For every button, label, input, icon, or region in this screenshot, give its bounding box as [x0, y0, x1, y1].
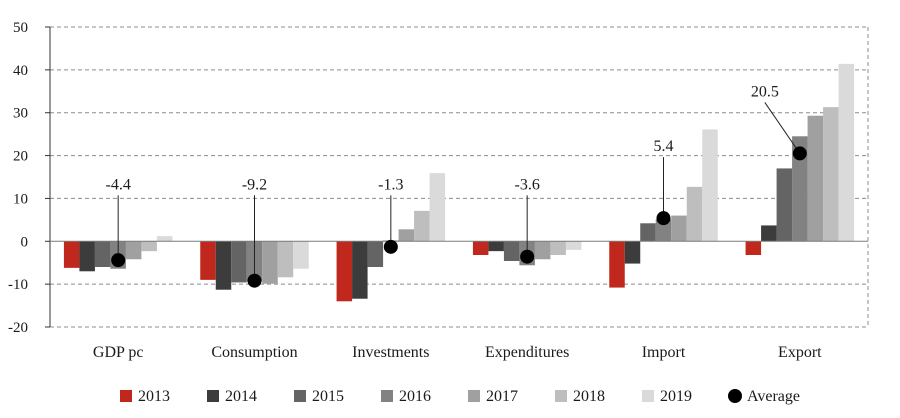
bar-2015-export	[776, 168, 793, 242]
bar-2013-gdp-pc	[63, 241, 80, 268]
bar-2013-export	[745, 241, 762, 255]
gridlines	[50, 26, 869, 328]
bar-2015-expenditures	[503, 241, 520, 261]
y-tick-label: -20	[8, 320, 28, 336]
average-leader-line	[764, 102, 801, 154]
average-label: -3.6	[515, 176, 540, 193]
y-tick-label: 30	[13, 106, 28, 122]
legend-label: 2017	[486, 388, 518, 405]
average-label: -4.4	[106, 176, 131, 193]
y-tick-label: 40	[13, 63, 28, 79]
y-tick-label: -10	[8, 277, 28, 293]
legend: 2013 2014 2015 2016 2017 2018 2019 Average	[120, 388, 800, 405]
bar-2017-investments	[398, 229, 415, 242]
bar-2018-import	[686, 186, 703, 242]
bar-2019-expenditures	[565, 241, 582, 250]
average-label: 20.5	[751, 83, 779, 100]
bar-2014-export	[761, 225, 777, 242]
average-annotations: -4.4 -9.2 -1.3 -3.6 5.4 20.5	[106, 83, 807, 288]
bar-2014-expenditures	[488, 241, 504, 252]
legend-label: Average	[747, 388, 800, 405]
bar-2014-consumption	[215, 241, 232, 290]
bar-2015-consumption	[231, 241, 247, 283]
bar-2018-investments	[414, 210, 430, 242]
legend-swatch-2013	[120, 390, 132, 402]
legend-swatch-2016	[381, 390, 393, 402]
bar-2018-export	[823, 107, 839, 242]
legend-label: 2015	[312, 388, 344, 405]
average-marker	[656, 211, 671, 226]
bar-2015-investments	[367, 241, 384, 267]
legend-swatch-2017	[468, 390, 480, 402]
average-marker	[247, 273, 262, 288]
average-label: -1.3	[378, 176, 403, 193]
bar-2017-expenditures	[534, 241, 551, 260]
average-label: 5.4	[654, 138, 674, 155]
bar-2014-investments	[352, 241, 368, 299]
bar-2016-export	[792, 136, 808, 242]
legend-swatch-2019	[642, 390, 654, 402]
x-category-label: Expenditures	[485, 344, 569, 361]
bar-2019-import	[702, 129, 718, 242]
y-tick-label: 20	[13, 149, 28, 165]
bar-2019-consumption	[293, 241, 309, 269]
legend-swatch-2018	[555, 390, 567, 402]
x-category-label: Export	[778, 344, 822, 361]
x-category-label: Consumption	[211, 344, 297, 361]
bar-2018-consumption	[277, 241, 294, 278]
legend-label: 2019	[660, 388, 692, 405]
bar-2014-import	[624, 241, 641, 264]
bar-2013-import	[609, 241, 625, 288]
average-marker	[383, 239, 398, 254]
bar-2019-investments	[429, 173, 446, 242]
legend-label: 2014	[225, 388, 257, 405]
bar-2016-import	[655, 219, 672, 242]
bar-2014-gdp-pc	[79, 241, 95, 272]
x-category-label: Import	[642, 344, 686, 361]
average-marker	[792, 146, 807, 161]
average-marker	[111, 253, 126, 268]
legend-swatch-2015	[294, 390, 306, 402]
legend-marker-average	[728, 389, 742, 403]
average-marker	[520, 249, 535, 264]
bar-2018-gdp-pc	[141, 241, 157, 252]
bar-2019-export	[838, 63, 855, 242]
legend-label: 2018	[573, 388, 605, 405]
y-tick-label: 0	[21, 234, 29, 250]
bar-2013-consumption	[200, 241, 216, 280]
bar-2017-import	[671, 215, 687, 242]
x-category-label: Investments	[352, 344, 429, 361]
bar-2017-consumption	[262, 241, 278, 284]
legend-label: 2013	[138, 388, 170, 405]
y-tick-label: 10	[13, 191, 28, 207]
y-axis: -20 -10 0 10 20 30 40 50	[8, 20, 51, 336]
x-category-label: GDP pc	[93, 344, 144, 361]
bar-2017-gdp-pc	[125, 241, 142, 260]
bars	[63, 63, 855, 302]
legend-swatch-2014	[207, 390, 219, 402]
bar-2019-gdp-pc	[156, 236, 173, 242]
bar-2015-import	[640, 223, 656, 242]
bar-2018-expenditures	[550, 241, 566, 255]
bar-2017-export	[807, 115, 824, 242]
legend-label: 2016	[399, 388, 431, 405]
x-axis: GDP pc Consumption Investments Expenditures…	[93, 344, 822, 361]
bar-2013-investments	[336, 241, 353, 302]
bar-2015-gdp-pc	[94, 241, 111, 267]
y-tick-label: 50	[13, 20, 28, 36]
average-label: -9.2	[242, 176, 267, 193]
bar-2013-expenditures	[472, 241, 489, 255]
